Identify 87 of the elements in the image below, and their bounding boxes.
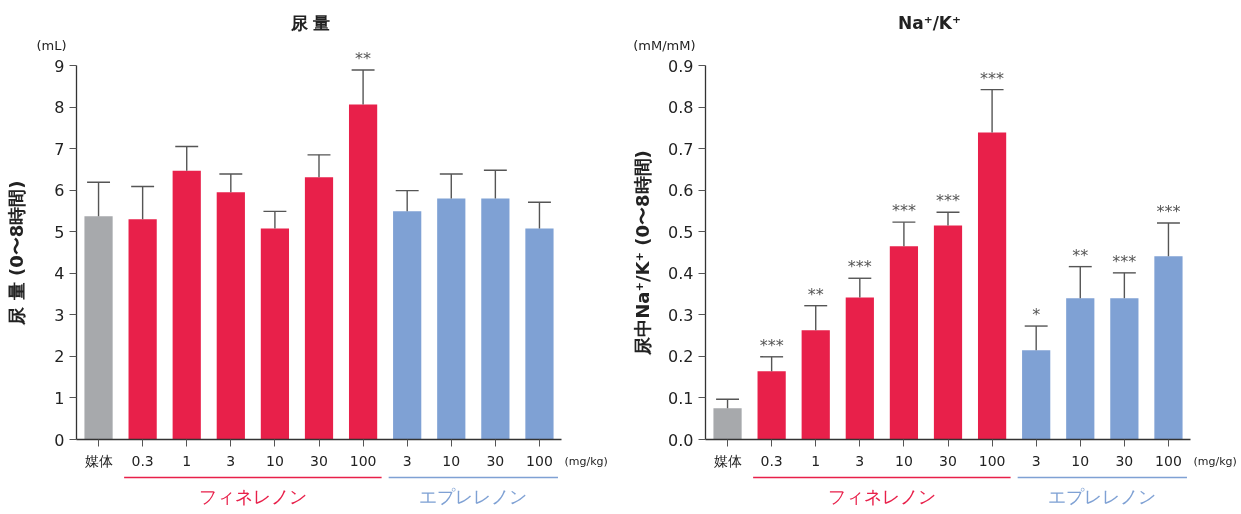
- x-tick-label: 10: [895, 452, 913, 469]
- data-label: *: [1032, 305, 1041, 325]
- x-tick-label: 30: [486, 452, 505, 469]
- text: フィネレノン: [827, 486, 936, 507]
- data-label: ***: [847, 257, 872, 277]
- x-tick-label: 0.3: [760, 452, 783, 469]
- y-tick-label: 0.7: [668, 139, 694, 159]
- bar: [1110, 298, 1139, 440]
- x-tick-label: 媒体: [713, 452, 742, 469]
- y-tick-label: 6: [54, 181, 65, 201]
- chart-title: 尿 量: [289, 12, 331, 33]
- bar: [1154, 256, 1183, 440]
- x-tick-label: 100: [526, 452, 553, 469]
- x-tick-label: 30: [939, 452, 957, 469]
- bar: [845, 297, 874, 440]
- chart-title: Na⁺/K⁺: [897, 12, 962, 33]
- x-tick-label: 3: [402, 452, 412, 469]
- bar: [393, 211, 422, 440]
- bar: [304, 177, 334, 440]
- bar: [128, 219, 157, 440]
- x-tick-label: 100: [349, 452, 377, 469]
- x-tick-label: 10: [1071, 452, 1090, 469]
- bar: [260, 228, 290, 440]
- data-label: ***: [1156, 202, 1181, 221]
- text: エプレレノン: [1048, 486, 1157, 507]
- text: (mL): [36, 38, 67, 53]
- data-label: ***: [936, 191, 960, 211]
- bar: [437, 198, 466, 440]
- x-tick-label: 0.3: [131, 452, 154, 469]
- bar: [889, 246, 919, 440]
- y-tick-label: 0.2: [668, 347, 694, 367]
- y-tick-label: 0.5: [668, 222, 694, 242]
- data-label: ***: [1112, 251, 1137, 271]
- y-tick-label: 8: [54, 98, 65, 118]
- y-tick-label: 0.0: [668, 430, 694, 450]
- y-tick-label: 1: [54, 388, 65, 408]
- y-tick-label: 3: [54, 305, 65, 325]
- data-label: **: [355, 49, 372, 69]
- text: (mM/mM): [633, 38, 696, 53]
- x-tick-label: 1: [811, 452, 821, 469]
- y-tick-label: 2: [54, 347, 65, 367]
- text: (mg/kg): [564, 455, 608, 468]
- bar: [1022, 350, 1051, 440]
- data-label: **: [807, 284, 824, 304]
- bar: [757, 371, 786, 440]
- bar: [933, 225, 963, 440]
- text: フィネレノン: [198, 486, 307, 507]
- data-label: **: [1072, 245, 1089, 265]
- y-tick-label: 0.1: [668, 388, 694, 408]
- y-tick-label: 4: [54, 264, 65, 284]
- y-tick-label: 7: [54, 139, 65, 159]
- y-tick-label: 0.4: [668, 264, 694, 284]
- bar: [977, 132, 1007, 440]
- x-tick-label: 3: [855, 452, 865, 469]
- data-label: ***: [759, 335, 784, 355]
- x-tick-label: 10: [266, 452, 284, 469]
- y-axis-title: 尿中Na⁺/K⁺ (0〜8時間): [632, 150, 654, 356]
- text: エプレレノン: [419, 486, 528, 507]
- bar: [84, 216, 113, 440]
- x-tick-label: 3: [1031, 452, 1041, 469]
- bar: [481, 198, 510, 440]
- x-tick-label: 媒体: [84, 452, 113, 469]
- data-label: ***: [980, 68, 1005, 88]
- y-tick-label: 0.6: [668, 181, 694, 201]
- y-tick-label: 9: [54, 56, 65, 76]
- x-tick-label: 100: [978, 452, 1006, 469]
- x-tick-label: 10: [442, 452, 461, 469]
- bar: [525, 228, 554, 440]
- x-tick-label: 30: [1115, 452, 1134, 469]
- bar: [1066, 298, 1095, 440]
- bar: [216, 192, 245, 440]
- y-axis-title: 尿 量 (0〜8時間): [6, 180, 28, 326]
- bar: [801, 330, 830, 440]
- y-tick-label: 0.3: [668, 305, 694, 325]
- x-tick-label: 3: [226, 452, 236, 469]
- y-tick-label: 5: [54, 222, 65, 242]
- bar: [172, 170, 201, 440]
- bar: [348, 104, 378, 440]
- data-label: ***: [891, 201, 916, 221]
- y-tick-label: 0: [54, 430, 65, 450]
- y-tick-label: 0.8: [668, 98, 694, 118]
- x-tick-label: 100: [1155, 452, 1182, 469]
- y-tick-label: 0.9: [668, 56, 694, 76]
- x-tick-label: 30: [310, 452, 328, 469]
- text: (mg/kg): [1193, 455, 1237, 468]
- bar: [713, 408, 742, 440]
- x-tick-label: 1: [182, 452, 192, 469]
